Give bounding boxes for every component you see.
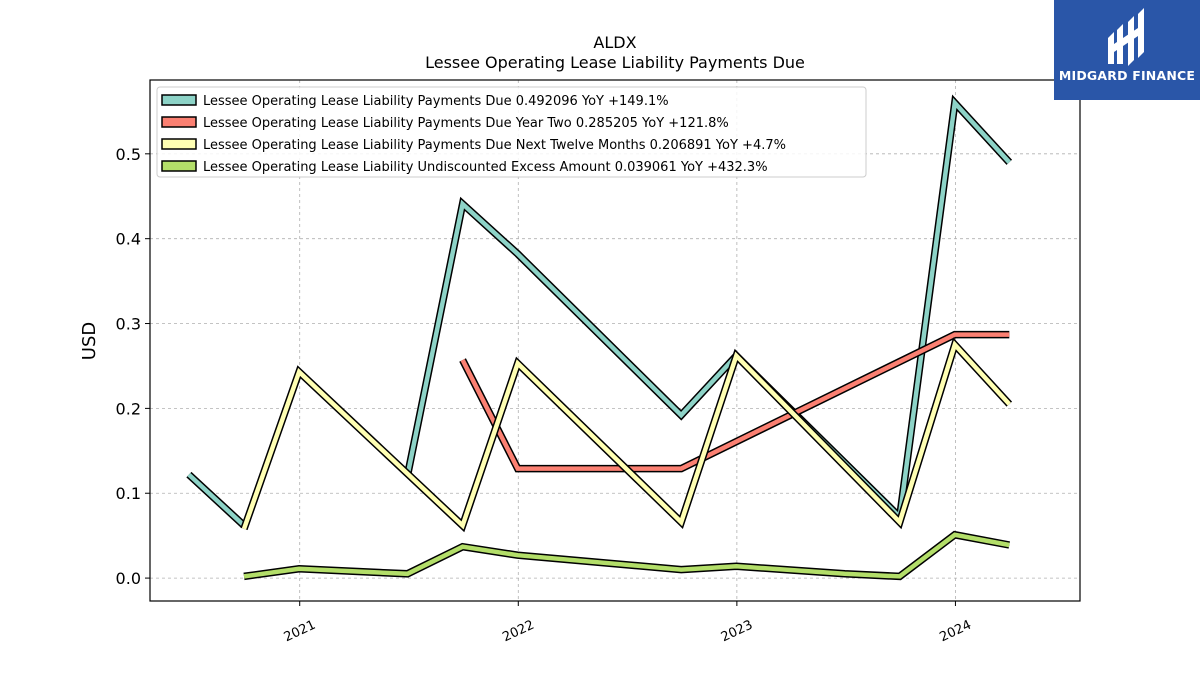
series-line: [460, 332, 1010, 471]
y-tick-label: 0.5: [116, 145, 141, 164]
legend-entry-label: Lessee Operating Lease Liability Payment…: [203, 94, 669, 109]
legend-entry-label: Lessee Operating Lease Liability Undisco…: [203, 160, 768, 175]
legend-swatch: [161, 138, 197, 150]
plot-area-frame: [149, 79, 1081, 602]
brand-mark-icon: [1108, 8, 1144, 66]
series-line: [241, 340, 1011, 530]
brand-name: MIDGARD FINANCE: [1058, 68, 1196, 83]
y-tick-label: 0.1: [116, 484, 141, 503]
y-tick-label: 0.3: [116, 315, 141, 334]
x-tick-label: 2024: [937, 618, 973, 646]
x-axis: 2021 2022 2023 2024: [282, 601, 974, 645]
series-line-outline: [240, 337, 1013, 533]
legend-swatch: [161, 116, 197, 128]
series-3: [243, 530, 1010, 581]
x-tick-label: 2023: [719, 618, 755, 646]
series-0: [186, 94, 1013, 529]
legend-box: [156, 86, 867, 178]
series-layer: [186, 94, 1013, 581]
brand-logo: MIDGARD FINANCE: [1054, 0, 1200, 100]
y-tick-label: 0.2: [116, 399, 141, 418]
legend-swatch: [161, 94, 197, 106]
series-1: [459, 330, 1010, 473]
series-line: [243, 532, 1010, 579]
chart-subtitle: Lessee Operating Lease Liability Payment…: [425, 53, 805, 72]
y-axis: 0.0 0.1 0.2 0.3 0.4 0.5: [116, 145, 150, 588]
legend-swatch: [161, 160, 197, 172]
series-2: [240, 337, 1013, 533]
legend-entry-label: Lessee Operating Lease Liability Payment…: [203, 138, 786, 153]
legend-entry-label: Lessee Operating Lease Liability Payment…: [203, 116, 729, 131]
y-tick-label: 0.0: [116, 569, 141, 588]
x-tick-label: 2022: [500, 618, 536, 646]
x-tick-label: 2021: [282, 618, 318, 646]
y-tick-label: 0.4: [116, 230, 141, 249]
legend: Lessee Operating Lease Liability Payment…: [156, 86, 867, 178]
y-axis-label: USD: [79, 322, 100, 360]
series-line: [187, 472, 246, 528]
series-line: [405, 97, 1011, 522]
chart-title: ALDX: [593, 33, 636, 52]
